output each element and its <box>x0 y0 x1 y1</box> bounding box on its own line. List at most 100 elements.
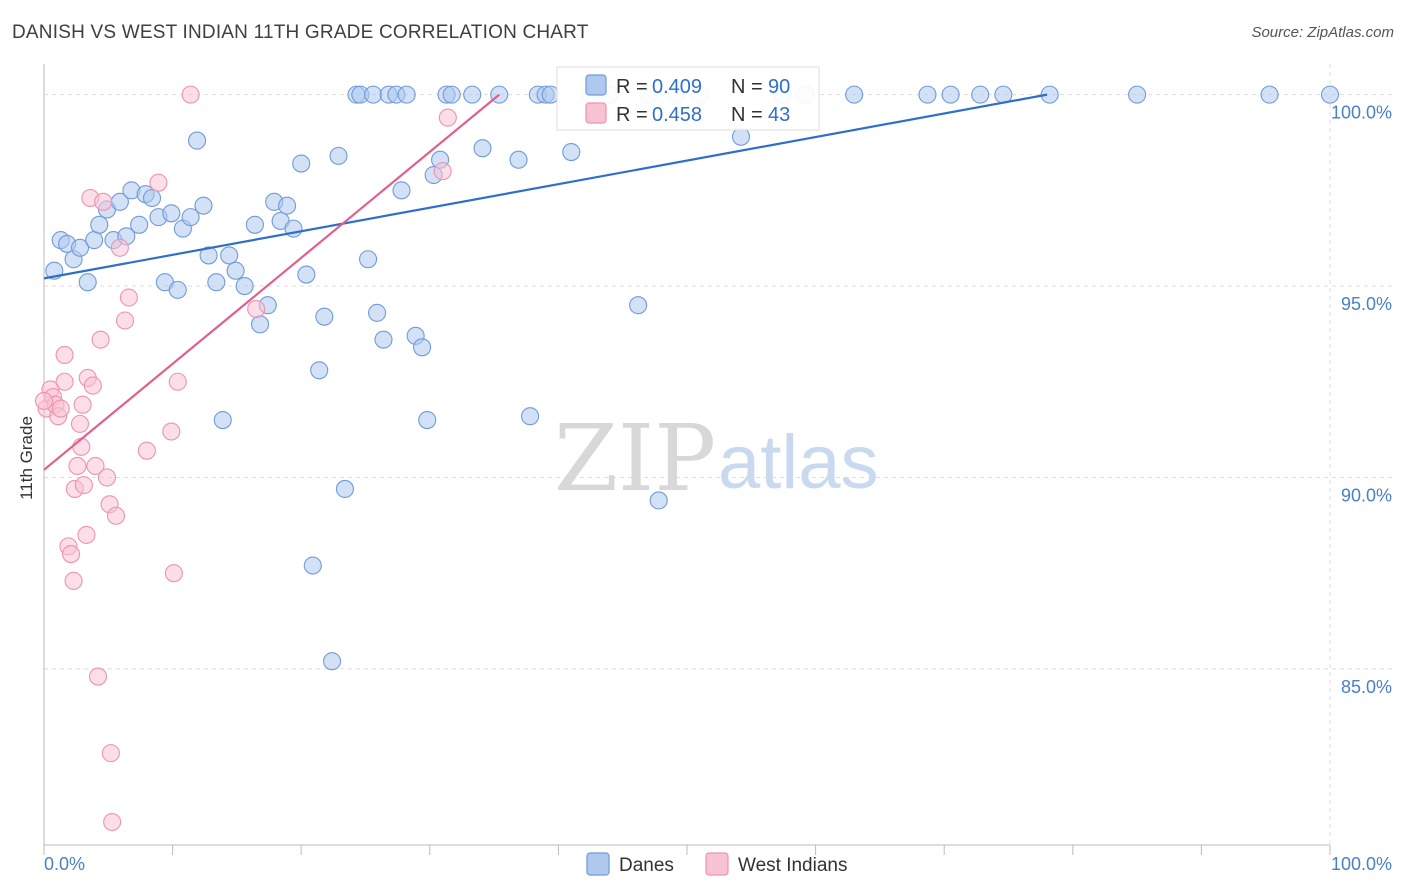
bottom-legend-danes: Danes <box>619 855 674 876</box>
x-tick-label-min: 0.0% <box>44 854 85 874</box>
west-indians-point <box>86 456 105 476</box>
danes-point <box>142 188 162 208</box>
danes-point <box>235 276 254 296</box>
danes-point <box>78 273 97 292</box>
danes-point <box>303 556 322 575</box>
legend-r-label-west-indians: R = <box>616 104 648 126</box>
danes-point <box>187 131 207 150</box>
danes-point <box>918 85 937 104</box>
danes-point <box>971 85 990 104</box>
west-indians-point <box>438 108 457 127</box>
west-indians-point <box>64 571 83 590</box>
danes-point <box>368 303 387 322</box>
west-indians-trend-line <box>43 93 500 471</box>
west-indians-point <box>55 372 74 391</box>
danes-point <box>226 261 245 280</box>
y-tick-label: 95.0% <box>1341 294 1392 314</box>
west-indians-points <box>34 85 457 832</box>
danes-point <box>70 238 90 257</box>
danes-point <box>329 146 348 165</box>
danes-points <box>45 85 1340 671</box>
y-tick-label: 100.0% <box>1331 103 1392 123</box>
west-indians-point <box>247 299 266 319</box>
danes-point <box>168 280 187 299</box>
west-indians-point <box>77 525 96 544</box>
west-indians-point <box>137 441 156 460</box>
west-indians-point <box>94 192 113 211</box>
source-label: Source: ZipAtlas.com <box>1251 24 1394 41</box>
danes-point <box>162 204 181 223</box>
watermark: ZIP atlas <box>554 405 879 512</box>
west-indians-point <box>72 437 91 456</box>
danes-point <box>731 127 751 146</box>
legend-swatch-west-indians <box>585 102 607 124</box>
west-indians-point <box>74 476 93 495</box>
legend-n-label-danes: N = <box>731 76 763 98</box>
danes-point <box>941 85 960 104</box>
danes-point <box>85 231 104 250</box>
danes-point <box>297 265 316 284</box>
danes-point <box>207 273 226 292</box>
west-indians-point <box>68 456 87 476</box>
danes-point <box>213 410 232 430</box>
danes-point <box>90 215 109 234</box>
legend-n-label-west-indians: N = <box>731 104 763 126</box>
chart-title: DANISH VS WEST INDIAN 11TH GRADE CORRELA… <box>12 22 589 43</box>
danes-point <box>1128 85 1147 104</box>
danes-point <box>315 307 334 326</box>
west-indians-point <box>149 173 168 192</box>
danes-point <box>278 196 297 215</box>
x-tick-label-max: 100.0% <box>1331 854 1392 874</box>
danes-point <box>413 338 432 357</box>
west-indians-point <box>91 330 110 349</box>
legend-swatch-danes <box>585 74 607 96</box>
danes-point <box>649 491 668 510</box>
danes-point <box>397 85 416 104</box>
west-indians-point <box>168 372 187 391</box>
west-indians-point <box>103 812 122 832</box>
danes-point <box>323 652 342 671</box>
danes-point <box>364 85 383 104</box>
legend-r-label-danes: R = <box>616 76 648 98</box>
danes-trend-line <box>43 93 1048 280</box>
y-axis-label: 11th Grade <box>17 416 36 500</box>
danes-point <box>220 246 239 265</box>
legend-r-value-west-indians: 0.458 <box>652 104 702 126</box>
west-indians-point <box>73 395 92 414</box>
danes-point <box>463 85 482 104</box>
stats-legend: R = 0.409 N = 90 R = 0.458 N = 43 <box>556 66 820 131</box>
west-indians-point <box>164 564 183 583</box>
west-indians-point <box>119 288 138 307</box>
trend-lines <box>43 93 1048 471</box>
danes-point <box>292 154 311 173</box>
west-indians-point <box>34 391 54 410</box>
bottom-legend-swatch-west-indians <box>705 852 729 876</box>
danes-point <box>1260 85 1279 104</box>
danes-point <box>250 315 270 334</box>
danes-point <box>194 196 213 215</box>
west-indians-point <box>61 544 81 564</box>
danes-point <box>473 139 492 158</box>
y-tick-label: 85.0% <box>1341 677 1392 697</box>
danes-point <box>310 361 329 380</box>
danes-point <box>130 215 149 234</box>
west-indians-point <box>88 667 108 686</box>
danes-point <box>359 250 378 269</box>
danes-point <box>509 150 528 169</box>
danes-point <box>335 479 354 499</box>
danes-point <box>199 246 218 265</box>
legend-n-value-west-indians: 43 <box>768 104 790 126</box>
west-indians-point <box>115 311 135 330</box>
bottom-legend-west-indians: West Indians <box>738 855 847 876</box>
danes-point <box>1320 85 1340 104</box>
legend-n-value-danes: 90 <box>768 76 790 98</box>
danes-point <box>845 85 864 104</box>
series-legend: Danes West Indians <box>586 852 847 876</box>
danes-point <box>418 410 437 430</box>
west-indians-point <box>162 422 181 441</box>
watermark-atlas: atlas <box>718 420 879 505</box>
west-indians-point <box>51 399 70 418</box>
west-indians-point <box>97 468 117 487</box>
danes-point <box>521 407 540 426</box>
